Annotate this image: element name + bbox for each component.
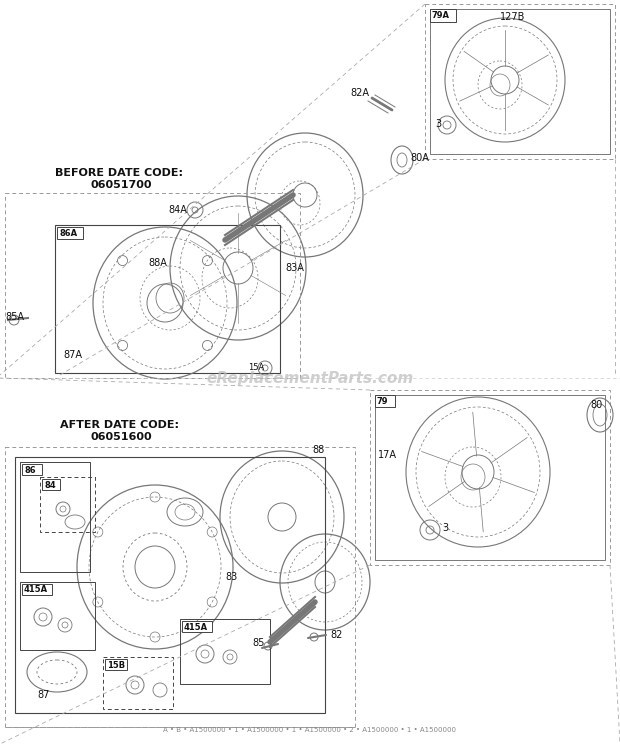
Text: 86A: 86A — [59, 228, 77, 237]
Bar — [20, 462, 90, 572]
Bar — [22, 464, 42, 475]
Bar — [375, 395, 395, 407]
Text: 415A: 415A — [184, 623, 208, 632]
Bar — [22, 584, 52, 595]
Text: 06051600: 06051600 — [90, 432, 152, 442]
Text: 88: 88 — [312, 445, 324, 455]
Bar — [20, 582, 95, 650]
Text: 79: 79 — [377, 397, 389, 405]
Bar — [425, 4, 615, 159]
Text: 88A: 88A — [148, 258, 167, 268]
Text: 83A: 83A — [285, 263, 304, 273]
Bar — [430, 9, 610, 154]
Text: 87: 87 — [37, 690, 50, 700]
Text: 3: 3 — [442, 523, 448, 533]
Bar — [182, 621, 212, 632]
Text: 87A: 87A — [63, 350, 82, 360]
Text: 17A: 17A — [378, 450, 397, 460]
Bar — [103, 657, 173, 709]
Bar — [57, 227, 83, 239]
Text: 06051700: 06051700 — [90, 180, 151, 190]
Bar — [375, 395, 605, 560]
Bar — [430, 9, 456, 22]
Text: 3: 3 — [435, 119, 441, 129]
Text: 82A: 82A — [350, 88, 369, 98]
Text: 79A: 79A — [432, 10, 450, 19]
Bar — [180, 619, 270, 684]
Bar — [40, 477, 95, 532]
Bar — [15, 457, 325, 713]
Bar — [5, 193, 300, 378]
Bar — [370, 390, 610, 565]
Text: 127B: 127B — [500, 12, 525, 22]
Text: BEFORE DATE CODE:: BEFORE DATE CODE: — [55, 168, 183, 178]
Text: 84A: 84A — [168, 205, 187, 215]
Text: 415A: 415A — [24, 586, 48, 594]
Text: 84: 84 — [44, 481, 56, 490]
Text: 15A: 15A — [248, 363, 264, 372]
Text: 85A: 85A — [5, 312, 24, 322]
Text: 86: 86 — [24, 466, 35, 475]
Bar — [5, 447, 355, 727]
Text: AFTER DATE CODE:: AFTER DATE CODE: — [60, 420, 179, 430]
Bar — [55, 225, 280, 373]
Text: 83: 83 — [225, 572, 237, 582]
Text: 80: 80 — [590, 400, 602, 410]
Text: 82: 82 — [330, 630, 342, 640]
Bar — [42, 479, 60, 490]
Bar — [105, 659, 127, 670]
Text: 15B: 15B — [107, 661, 125, 670]
Text: A • B • A1500000 • 1 • A1500000 • 1 • A1500000 • 2 • A1500000 • 1 • A1500000: A • B • A1500000 • 1 • A1500000 • 1 • A1… — [164, 727, 456, 733]
Text: 85: 85 — [252, 638, 264, 648]
Text: eReplacementParts.com: eReplacementParts.com — [206, 371, 414, 385]
Text: 80A: 80A — [410, 153, 429, 163]
